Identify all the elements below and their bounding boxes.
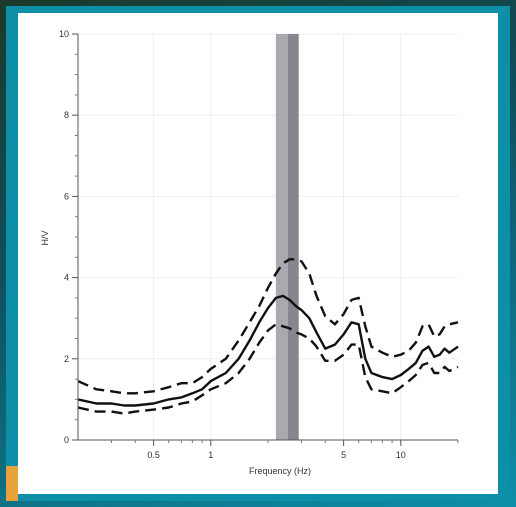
hv-std-line	[77, 258, 459, 395]
y-tick-label: 0	[64, 435, 69, 445]
peak-band	[275, 34, 299, 440]
y-tick-label: 4	[64, 273, 69, 283]
accent-strip	[6, 466, 18, 501]
peak-band-inner	[288, 34, 299, 440]
hv-std-line	[77, 323, 459, 415]
y-tick-label: 8	[64, 110, 69, 120]
series	[77, 258, 459, 415]
x-axis-title: Frequency (Hz)	[249, 466, 311, 476]
grid	[78, 33, 458, 441]
x-tick-label: 1	[208, 450, 213, 460]
x-tick-label: 10	[396, 450, 406, 460]
x-tick-label: 0.5	[147, 450, 160, 460]
y-tick-label: 2	[64, 354, 69, 364]
hv-mean-line	[77, 294, 459, 407]
y-axis-title: H/V	[40, 230, 50, 245]
ticks: 0 2 4 6 8 10 0.5 1 5 10	[59, 29, 459, 460]
x-tick-label: 5	[341, 450, 346, 460]
y-tick-label: 6	[64, 191, 69, 201]
y-tick-label: 10	[59, 29, 69, 39]
chart-panel	[18, 13, 498, 494]
